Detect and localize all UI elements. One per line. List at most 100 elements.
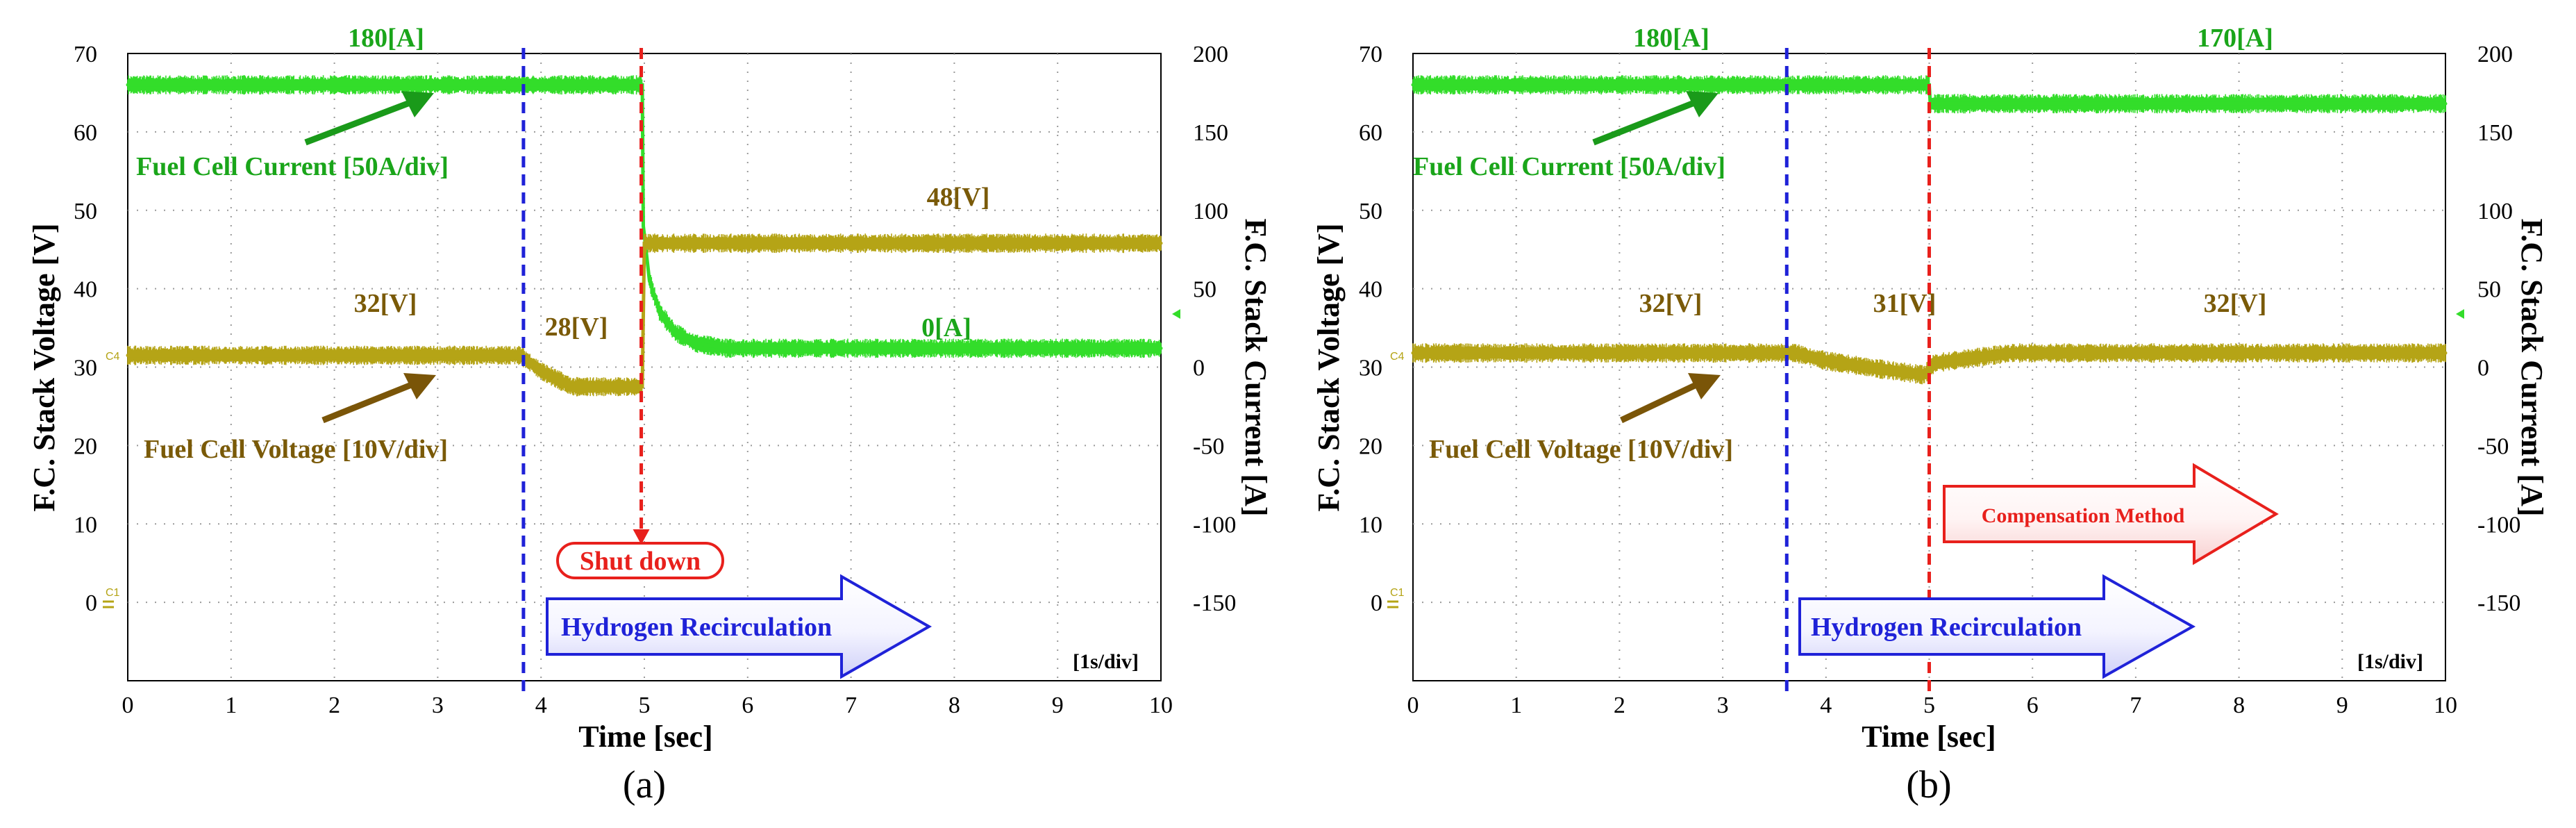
data-point: [1159, 241, 1163, 245]
y-ticks-right: -150 -100 -50 0 50 100 150 200: [2477, 42, 2520, 616]
y-tick-label-right: -50: [1193, 433, 1224, 459]
voltage-trace: [1411, 343, 2448, 385]
y-tick-label-left: 40: [74, 277, 97, 303]
voltage-arrow: [1620, 373, 1721, 424]
x-tick-label: 2: [328, 693, 340, 718]
y-tick-label-left: 50: [74, 199, 97, 224]
current-arrow: [1592, 91, 1718, 146]
y-axis-label-left: F.C. Stack Voltage [V]: [27, 223, 61, 511]
x-tick-label: 10: [1149, 693, 1173, 718]
y-tick-label-left: 10: [74, 512, 97, 538]
y-tick-label-left: 20: [74, 433, 97, 459]
x-tick-label: 4: [535, 693, 547, 718]
x-tick-label: 7: [845, 693, 857, 718]
channel-label: C1: [106, 587, 120, 599]
x-axis-label: Time [sec]: [578, 720, 712, 754]
y-tick-label-left: 30: [1359, 356, 1382, 381]
legend-voltage: Fuel Cell Voltage [10V/div]: [1429, 435, 1733, 464]
annotation-current-170: 170[A]: [2197, 24, 2273, 53]
y-tick-label-right: -100: [2477, 512, 2520, 538]
hydrogen-recirculation-arrow: Hydrogen Recirculation: [546, 574, 932, 679]
x-tick-label: 8: [2233, 693, 2245, 718]
data-point: [1411, 351, 1415, 355]
x-tick-label: 0: [122, 693, 134, 718]
y-tick-label-right: 0: [2477, 356, 2489, 381]
y-tick-label-left: 30: [74, 356, 97, 381]
y-tick-label-right: -150: [1193, 590, 1236, 616]
legend-current: Fuel Cell Current [50A/div]: [1413, 152, 1725, 181]
marker-lines: [521, 48, 650, 693]
x-tick-label: 9: [2336, 693, 2348, 718]
y-tick-label-right: -150: [2477, 590, 2520, 616]
y-axis-label-left: F.C. Stack Voltage [V]: [1312, 223, 1346, 511]
x-tick-label: 10: [2434, 693, 2457, 718]
x-tick-label: 5: [639, 693, 651, 718]
annotation-current-180: 180[A]: [1633, 24, 1709, 53]
time-division-label: [1s/div]: [2357, 650, 2423, 673]
caption: (a): [623, 763, 666, 806]
legend-current: Fuel Cell Current [50A/div]: [136, 152, 449, 181]
data-point: [640, 385, 644, 389]
data-point: [1159, 346, 1163, 350]
channel-label: C4: [106, 351, 120, 363]
channel-marker: [2456, 309, 2464, 319]
x-ticks: 0 1 2 3 4 5 6 7 8 9 10: [122, 693, 1173, 718]
time-division-label: [1s/div]: [1073, 650, 1139, 673]
x-tick-label: 0: [1407, 693, 1419, 718]
y-tick-label-right: 50: [2477, 277, 2501, 303]
data-point: [2443, 351, 2448, 355]
annotation-voltage-32: 32[V]: [354, 289, 417, 318]
compensation-method-label: Compensation Method: [1982, 504, 2185, 527]
channel-label: C1: [1390, 587, 1405, 599]
legend-voltage: Fuel Cell Voltage [10V/div]: [144, 435, 448, 464]
data-point: [1979, 355, 1983, 359]
hydrogen-recirculation-label: Hydrogen Recirculation: [1811, 613, 2082, 642]
y-tick-label-left: 60: [74, 120, 97, 146]
y-axis-label-right: F.C. Stack Current [A]: [1239, 219, 1273, 517]
x-tick-label: 7: [2130, 693, 2141, 718]
data-point: [658, 310, 662, 314]
x-tick-label: 6: [2027, 693, 2039, 718]
y-tick-label-left: 40: [1359, 277, 1382, 303]
data-point: [1922, 373, 1926, 377]
x-axis-label: Time [sec]: [1862, 720, 1996, 754]
annotation-voltage-48: 48[V]: [927, 183, 990, 212]
y-tick-label-left: 20: [1359, 433, 1382, 459]
series-group: [126, 75, 1163, 397]
y-tick-label-left: 70: [74, 42, 97, 67]
annotation-voltage-28: 28[V]: [545, 313, 608, 342]
voltage-trace: [126, 233, 1163, 397]
data-point: [642, 224, 646, 228]
voltage-arrow: [321, 373, 436, 424]
channel-marker: [1387, 600, 1398, 608]
y-tick-label-right: 50: [1193, 277, 1216, 303]
channel-label: C4: [1390, 351, 1405, 363]
y-tick-label-right: -50: [2477, 433, 2509, 459]
data-point: [1875, 367, 1880, 371]
data-point: [642, 241, 646, 245]
grid: [128, 53, 1161, 681]
arrowhead: [633, 529, 650, 545]
x-tick-label: 6: [742, 693, 753, 718]
data-point: [1932, 361, 1937, 365]
shutdown-label: Shut down: [580, 547, 701, 576]
annotation-voltage-32-after: 32[V]: [2204, 289, 2267, 318]
data-point: [694, 342, 698, 346]
panel-a: 0 1 2 3 4 5 6 7 8 9 10 0 10 20 30 40 50 60 70 -150 -100 -50…: [27, 24, 1273, 806]
y-tick-label-left: 50: [1359, 199, 1382, 224]
y-ticks-right: -150 -100 -50 0 50 100 150 200: [1193, 42, 1236, 616]
data-point: [570, 385, 574, 389]
x-tick-label: 9: [1052, 693, 1064, 718]
annotation-current-180: 180[A]: [348, 24, 424, 53]
data-point: [539, 369, 543, 373]
y-tick-label-left: 0: [1371, 590, 1382, 616]
annotation-current-0: 0[A]: [921, 313, 971, 342]
x-tick-label: 2: [1614, 693, 1625, 718]
series-group: [1411, 75, 2448, 385]
data-point: [126, 83, 130, 87]
y-tick-label-right: 150: [1193, 120, 1228, 146]
x-tick-label: 1: [225, 693, 237, 718]
data-point: [1411, 83, 1415, 87]
hydrogen-recirculation-label: Hydrogen Recirculation: [561, 613, 832, 642]
